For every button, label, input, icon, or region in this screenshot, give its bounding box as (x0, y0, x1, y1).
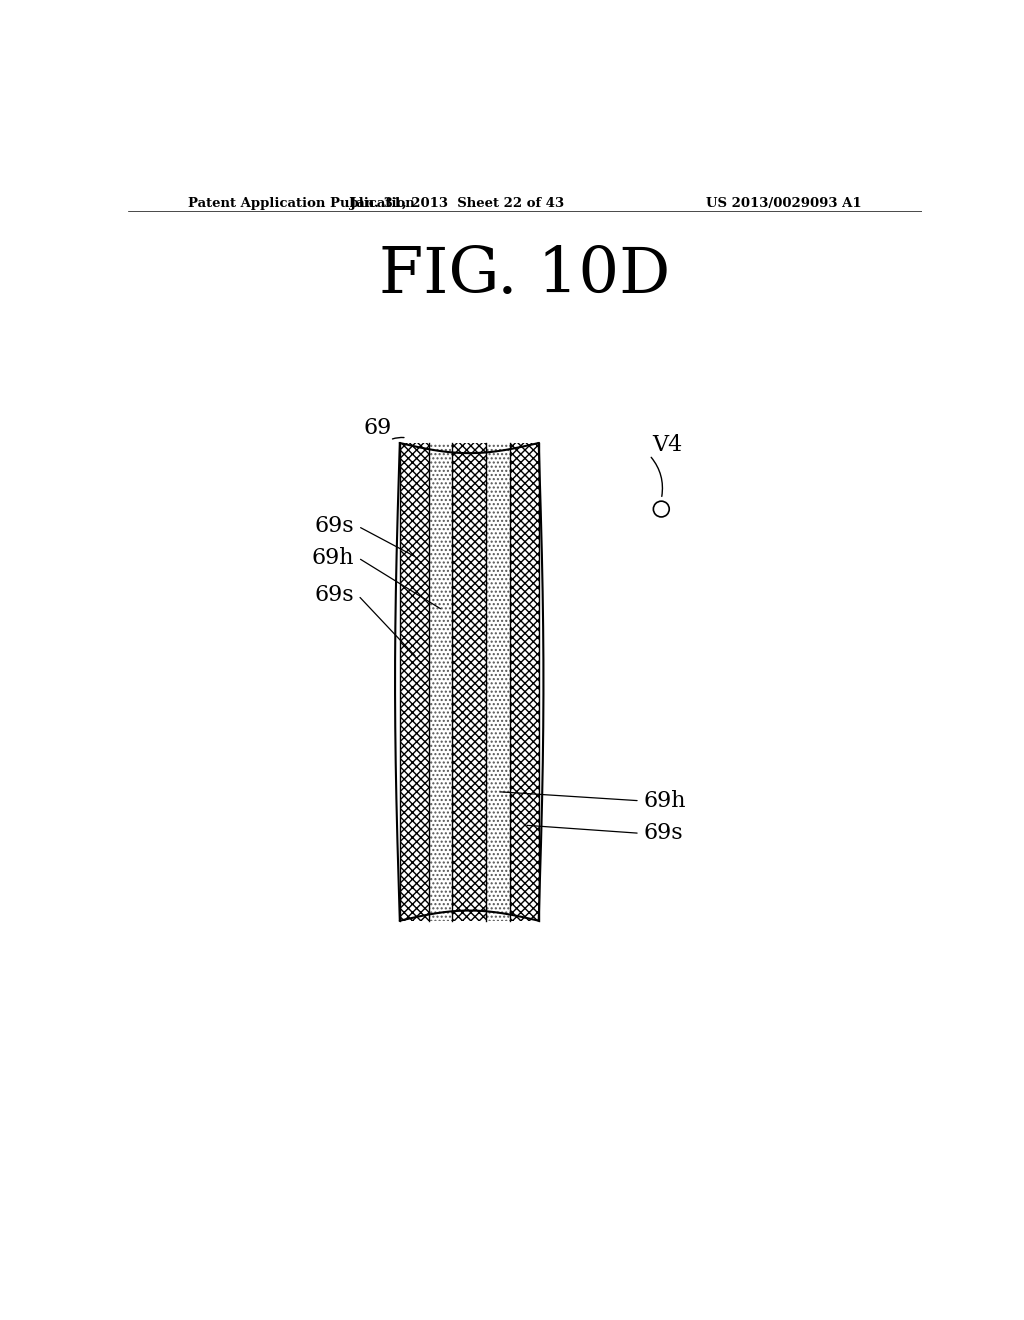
Bar (486, 444, 510, 921)
Bar (486, 444, 510, 921)
Text: Jan. 31, 2013  Sheet 22 of 43: Jan. 31, 2013 Sheet 22 of 43 (350, 197, 564, 210)
Text: 69h: 69h (644, 789, 686, 812)
Text: 69s: 69s (644, 822, 683, 845)
Bar (510, 444, 539, 921)
Text: 69s: 69s (314, 515, 354, 537)
Bar (399, 444, 428, 921)
Text: Patent Application Publication: Patent Application Publication (187, 197, 415, 210)
Bar (453, 444, 486, 921)
Bar (399, 444, 428, 921)
Bar (453, 444, 486, 921)
Text: V4: V4 (652, 434, 682, 455)
Text: 69s: 69s (314, 585, 354, 606)
Bar (428, 444, 453, 921)
Text: US 2013/0029093 A1: US 2013/0029093 A1 (707, 197, 862, 210)
Bar (510, 444, 539, 921)
Text: 69: 69 (364, 417, 392, 438)
Bar (428, 444, 453, 921)
Text: FIG. 10D: FIG. 10D (379, 244, 671, 306)
Text: 69h: 69h (311, 546, 354, 569)
